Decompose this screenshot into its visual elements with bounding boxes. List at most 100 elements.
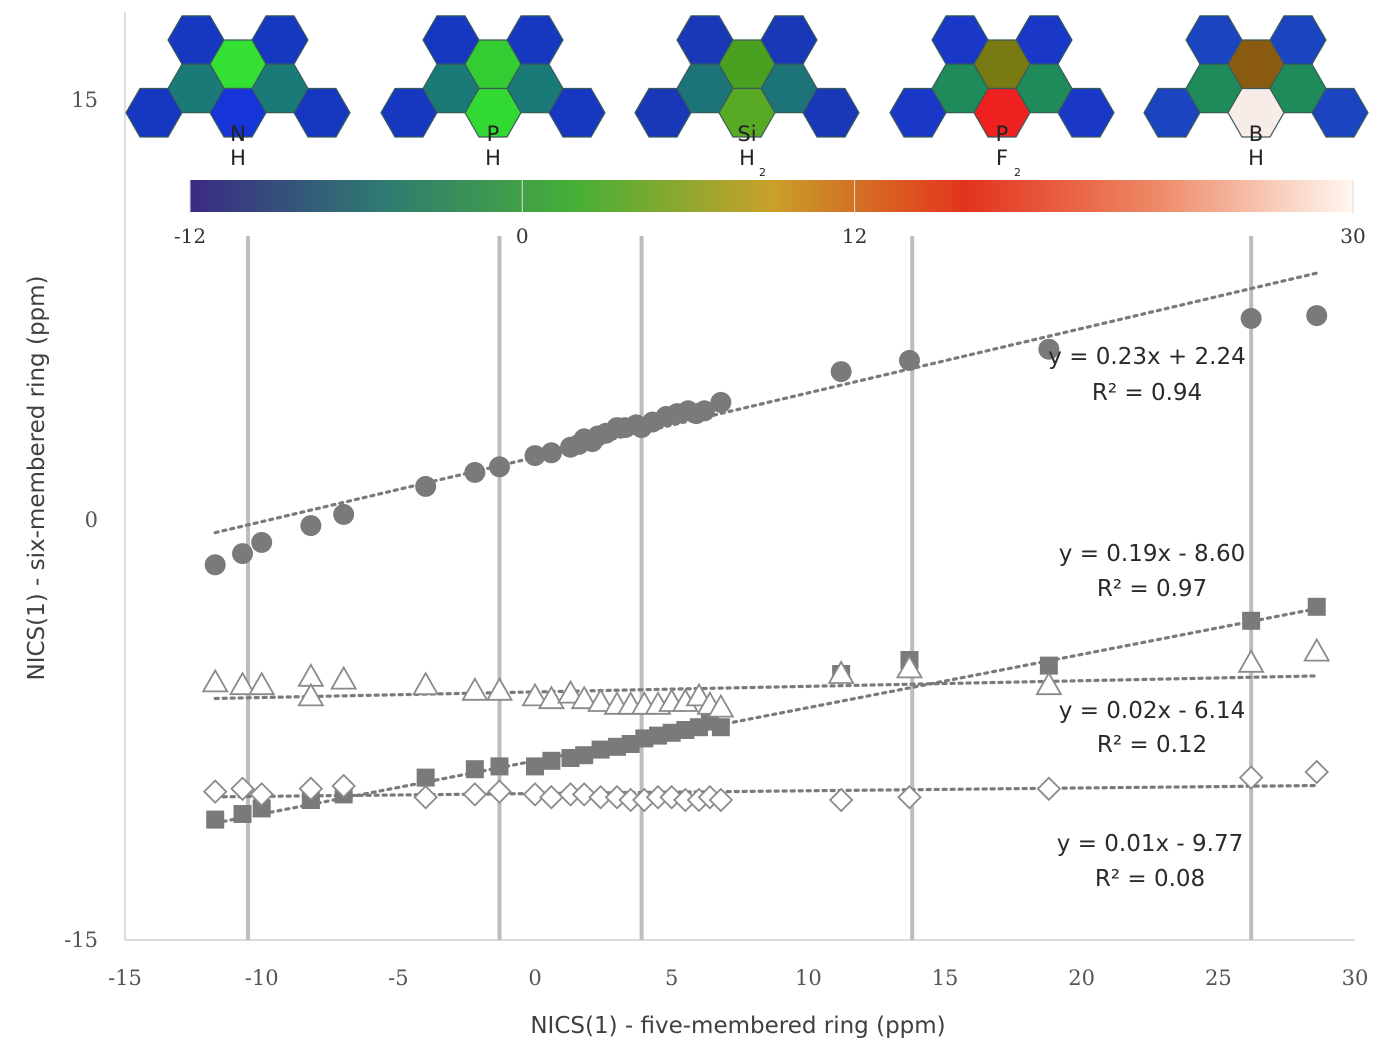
point-square xyxy=(561,749,580,767)
equation-diamonds: y = 0.01x - 9.77 xyxy=(1057,831,1243,857)
point-circle xyxy=(693,400,715,422)
hex-bottom xyxy=(209,87,267,138)
point-triangle xyxy=(895,654,924,679)
point-diamond xyxy=(298,776,324,802)
x-tick-label: 0 xyxy=(528,966,541,990)
r2-squares: R² = 0.97 xyxy=(1097,576,1207,602)
trendline-open-triangle xyxy=(213,674,1319,701)
point-square xyxy=(608,737,626,756)
point-triangle xyxy=(570,685,598,710)
x-tick-label: -5 xyxy=(388,966,408,990)
y-tick-labels: -15 0 15 xyxy=(64,88,98,952)
hex-outer-left xyxy=(380,87,438,138)
point-circle xyxy=(251,531,273,553)
point-circle xyxy=(415,475,437,497)
point-triangle xyxy=(297,682,325,707)
point-triangle xyxy=(330,665,358,690)
point-diamond xyxy=(230,776,255,802)
equation-squares: y = 0.19x - 8.60 xyxy=(1059,541,1245,567)
molecule-4: PF2 xyxy=(889,15,1115,179)
x-tick-label: 25 xyxy=(1205,966,1232,990)
y-tick-label: -15 xyxy=(64,928,98,952)
point-square xyxy=(416,768,435,787)
point-square xyxy=(526,757,544,776)
point-triangle xyxy=(556,679,585,704)
molecule-atom-label: P xyxy=(996,122,1009,146)
point-square xyxy=(662,723,681,742)
point-diamond xyxy=(202,779,228,804)
x-tick-label: 20 xyxy=(1068,966,1095,990)
point-circle xyxy=(710,391,732,413)
hex-bottom xyxy=(718,87,776,138)
point-circle xyxy=(898,349,920,371)
hex-outer-right xyxy=(802,87,860,138)
point-square xyxy=(591,740,610,759)
x-axis-title: NICS(1) - five-membered ring (ppm) xyxy=(530,1013,945,1039)
point-diamond xyxy=(897,784,922,810)
point-square xyxy=(1307,597,1326,616)
fit-annotations: y = 0.23x + 2.24 R² = 0.94 y = 0.19x - 8… xyxy=(1048,344,1245,892)
colorbar-tick-label: 30 xyxy=(1340,224,1365,248)
point-triangle xyxy=(485,676,514,701)
molecule-substituent-label: H xyxy=(485,146,501,170)
point-square xyxy=(252,799,271,818)
point-diamond xyxy=(522,782,548,807)
point-triangle xyxy=(412,671,440,696)
x-tick-label: -10 xyxy=(245,966,279,990)
point-circle xyxy=(488,456,510,478)
point-diamond xyxy=(462,782,488,807)
hex-bottom xyxy=(464,87,522,138)
molecule-2: PH xyxy=(380,15,606,170)
hex-outer-right xyxy=(1057,87,1115,138)
molecule-subscript: 2 xyxy=(759,166,766,179)
point-circle xyxy=(524,445,546,467)
point-square xyxy=(575,746,594,765)
point-triangle xyxy=(827,660,855,684)
point-square xyxy=(676,721,695,739)
point-circle xyxy=(333,503,355,525)
molecule-atom-label: Si xyxy=(737,122,756,146)
r2-triangles: R² = 0.12 xyxy=(1097,732,1207,758)
colorbar: -12 0 12 30 xyxy=(174,180,1366,248)
colorbar-ticks: -12 0 12 30 xyxy=(174,180,1366,248)
point-square xyxy=(711,718,730,737)
hex-outer-left xyxy=(125,87,183,138)
equation-triangles: y = 0.02x - 6.14 xyxy=(1059,698,1245,724)
point-circle xyxy=(232,543,254,565)
r2-circles: R² = 0.94 xyxy=(1092,380,1202,406)
hex-outer-right xyxy=(1311,87,1369,138)
point-diamond xyxy=(828,787,854,813)
hex-outer-right xyxy=(293,87,351,138)
x-tick-label: 30 xyxy=(1342,966,1369,990)
point-triangle xyxy=(707,693,735,718)
x-tick-labels: -15 -10 -5 0 5 10 15 20 25 30 xyxy=(108,966,1368,990)
point-diamond xyxy=(571,782,597,807)
hex-outer-right xyxy=(548,87,606,138)
trendline-open-diamond xyxy=(213,783,1319,799)
point-triangle xyxy=(521,682,549,707)
trendline-filled-square xyxy=(213,607,1319,825)
molecule-substituent-label: H xyxy=(230,146,246,170)
point-square xyxy=(206,810,225,829)
hex-outer-left xyxy=(1143,87,1201,138)
molecule-atom-label: P xyxy=(487,122,500,146)
colorbar-tick-label: -12 xyxy=(174,224,206,248)
point-triangle xyxy=(461,676,489,701)
x-tick-label: 10 xyxy=(795,966,822,990)
hex-outer-left xyxy=(634,87,692,138)
hex-bottom xyxy=(973,87,1031,138)
point-circle xyxy=(540,442,562,464)
point-diamond xyxy=(249,782,274,807)
molecule-atom-label: B xyxy=(1249,122,1263,146)
axes xyxy=(124,12,1355,941)
point-square xyxy=(621,735,640,753)
point-diamond xyxy=(539,784,564,810)
point-triangle xyxy=(1237,648,1265,673)
x-tick-label: 5 xyxy=(665,966,678,990)
point-triangle xyxy=(1303,637,1331,662)
trendline-filled-circle xyxy=(213,271,1319,535)
point-circle xyxy=(1306,305,1328,327)
point-diamond xyxy=(708,787,734,813)
x-tick-label: -15 xyxy=(108,966,142,990)
